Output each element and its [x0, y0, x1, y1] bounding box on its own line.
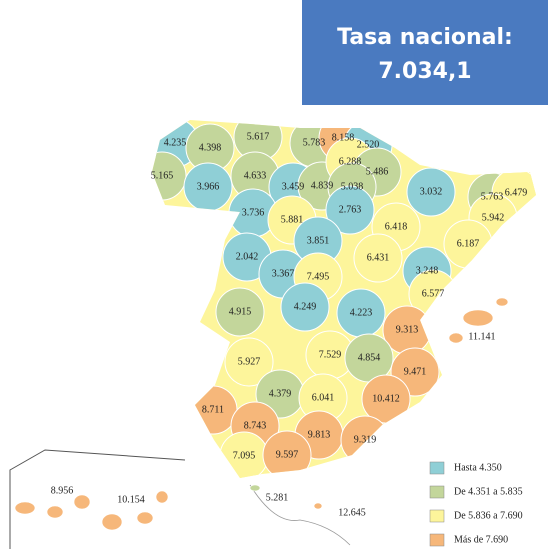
islands	[14, 297, 509, 531]
province-value: 5.881	[281, 214, 304, 225]
province-value: 4.249	[294, 301, 317, 312]
province-value: 3.966	[197, 181, 220, 192]
province-value: 6.479	[505, 187, 528, 198]
province-value: 3.248	[416, 265, 439, 276]
province-value: 7.095	[233, 450, 256, 461]
province-value: 4.633	[244, 170, 267, 181]
island	[46, 505, 64, 519]
province-value: 9.471	[404, 366, 427, 377]
legend-swatch	[429, 461, 445, 475]
province-value: 6.187	[457, 238, 480, 249]
island	[448, 332, 464, 344]
legend-label: De 4.351 a 5.835	[454, 486, 523, 497]
province-value: 9.597	[276, 449, 299, 460]
canary-frame	[9, 449, 186, 549]
province	[353, 233, 403, 283]
province-value: 5.281	[266, 492, 289, 503]
island	[101, 513, 123, 531]
province-value: 3.851	[307, 235, 330, 246]
province-value: 3.736	[242, 207, 265, 218]
island	[249, 484, 261, 492]
province-value: 10.154	[117, 494, 145, 505]
national-rate: 7.034,1	[378, 59, 471, 84]
island	[14, 501, 36, 515]
province-value: 4.854	[358, 352, 381, 363]
province-value: 10.412	[372, 393, 400, 404]
province	[215, 287, 265, 337]
legend-swatch	[429, 509, 445, 523]
legend: Hasta 4.350 De 4.351 a 5.835 De 5.836 a 7.…	[429, 461, 523, 547]
province	[406, 167, 456, 217]
province-value: 8.158	[332, 132, 355, 143]
province	[280, 282, 330, 332]
province-value: 5.617	[247, 131, 270, 142]
province-value: 8.743	[244, 420, 267, 431]
province-value: 5.165	[151, 170, 174, 181]
province-value: 7.529	[319, 349, 342, 360]
province-value: 6.041	[312, 392, 335, 403]
province	[325, 185, 375, 235]
title: Tasa nacional:	[337, 25, 513, 50]
province-value: 9.313	[396, 324, 419, 335]
province-value: 3.459	[282, 181, 305, 192]
legend-label: De 5.836 a 7.690	[454, 510, 523, 521]
legend-swatch	[429, 485, 445, 499]
province-value: 4.379	[269, 388, 292, 399]
province-value: 6.288	[339, 156, 362, 167]
province-value: 2.042	[236, 251, 259, 262]
province-value: 4.223	[350, 307, 373, 318]
province-value: 4.839	[311, 180, 334, 191]
province-value: 8.956	[51, 485, 74, 496]
province	[224, 337, 274, 387]
province-value: 11.141	[468, 331, 495, 342]
province-value: 6.418	[385, 221, 408, 232]
province-value: 2.763	[339, 204, 362, 215]
legend-swatch	[429, 533, 445, 547]
province-value: 5.763	[481, 191, 504, 202]
province-value: 12.645	[338, 507, 366, 518]
province-value: 6.431	[367, 252, 390, 263]
province-value: 3.032	[420, 186, 443, 197]
province-value: 4.398	[199, 142, 222, 153]
island	[136, 511, 154, 525]
island	[495, 297, 509, 307]
province-value: 5.038	[341, 181, 364, 192]
province-value: 8.711	[202, 404, 224, 415]
island	[155, 490, 169, 504]
province-value: 4.915	[229, 306, 252, 317]
province-value: 3.367	[272, 268, 295, 279]
province-value: 7.495	[307, 271, 330, 282]
province-value: 5.783	[303, 137, 326, 148]
title-box	[302, 0, 548, 105]
province-value: 9.319	[354, 434, 377, 445]
island	[313, 502, 323, 510]
legend-label: Más de 7.690	[454, 534, 508, 545]
province-value: 4.235	[164, 137, 187, 148]
province-value: 6.577	[422, 288, 445, 299]
island	[73, 494, 91, 510]
province-value: 5.486	[366, 166, 389, 177]
legend-label: Hasta 4.350	[454, 462, 502, 473]
province-value: 2.520	[357, 139, 380, 150]
coast-line	[249, 484, 351, 546]
province	[262, 430, 312, 478]
province-value: 5.927	[238, 356, 261, 367]
province-value: 5.942	[482, 212, 505, 223]
island	[462, 309, 494, 327]
province-value: 9.813	[308, 429, 331, 440]
